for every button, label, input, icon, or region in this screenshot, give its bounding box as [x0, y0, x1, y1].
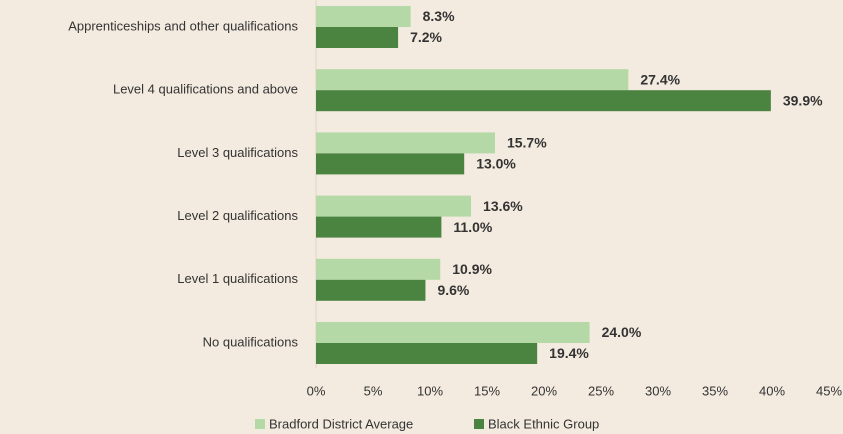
legend-label: Bradford District Average — [269, 416, 413, 431]
x-tick-label: 15% — [474, 383, 500, 398]
value-label: 13.6% — [483, 198, 523, 214]
value-label: 10.9% — [452, 261, 492, 277]
bar — [316, 279, 426, 301]
bar — [316, 90, 771, 112]
x-tick-label: 5% — [364, 383, 383, 398]
value-label: 11.0% — [453, 219, 492, 235]
legend-label: Black Ethnic Group — [488, 416, 599, 431]
bar — [316, 27, 399, 48]
y-tick-label: Level 4 qualifications and above — [113, 82, 298, 97]
value-label: 27.4% — [640, 71, 680, 87]
x-tick-label: 25% — [588, 383, 614, 398]
value-label: 8.3% — [423, 8, 455, 24]
value-label: 39.9% — [783, 92, 823, 108]
value-label: 15.7% — [507, 135, 547, 151]
x-tick-label: 0% — [307, 383, 326, 398]
y-tick-label: Apprenticeships and other qualifications — [68, 18, 298, 33]
bar — [316, 6, 411, 27]
y-tick-label: Level 3 qualifications — [177, 145, 298, 160]
value-label: 24.0% — [602, 324, 642, 340]
x-tick-label: 30% — [645, 383, 671, 398]
x-tick-label: 45% — [816, 383, 842, 398]
x-tick-label: 20% — [531, 383, 557, 398]
y-tick-label: No qualifications — [203, 334, 299, 349]
x-tick-label: 10% — [417, 383, 443, 398]
value-label: 9.6% — [437, 282, 469, 298]
value-label: 13.0% — [476, 156, 516, 172]
bar — [316, 258, 441, 280]
bar — [316, 322, 590, 343]
y-tick-label: Level 2 qualifications — [177, 208, 298, 223]
bar — [316, 132, 495, 154]
legend-swatch — [255, 419, 265, 429]
bar — [316, 153, 465, 175]
bar — [316, 195, 472, 217]
x-tick-label: 40% — [759, 383, 785, 398]
value-label: 19.4% — [549, 345, 589, 361]
bar — [316, 343, 538, 364]
legend-swatch — [474, 419, 484, 429]
bar — [316, 69, 629, 91]
bar — [316, 216, 442, 238]
x-tick-label: 35% — [702, 383, 728, 398]
value-label: 7.2% — [410, 29, 442, 45]
y-tick-label: Level 1 qualifications — [177, 271, 298, 286]
